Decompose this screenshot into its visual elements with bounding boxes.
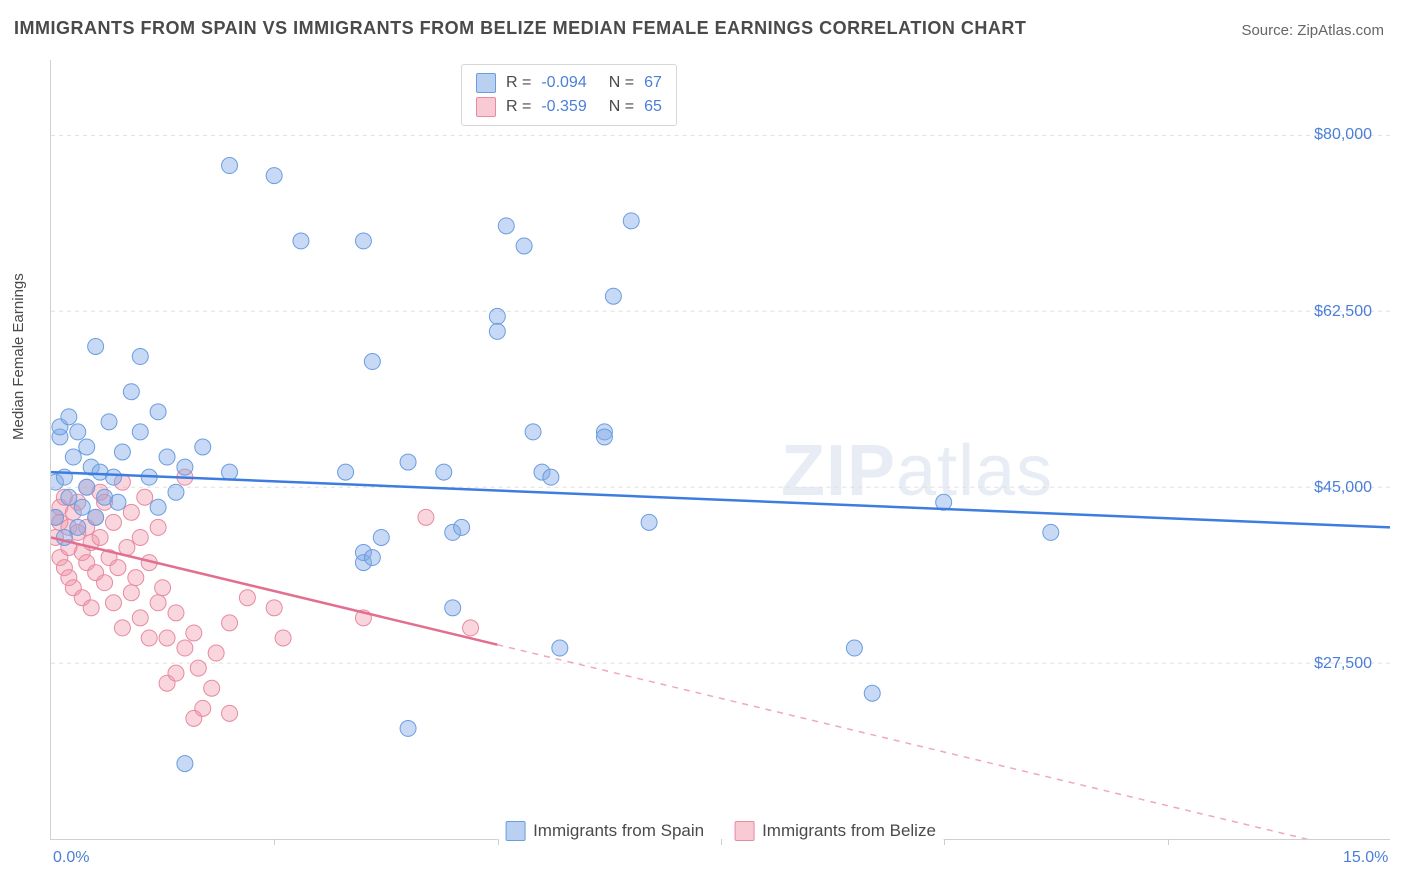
y-tick-label: $62,500: [1314, 303, 1372, 321]
legend-swatch-pink: [476, 97, 496, 117]
r-value: -0.359: [541, 98, 586, 116]
x-tick-mark: [274, 839, 275, 845]
y-tick-label: $45,000: [1314, 479, 1372, 497]
legend-item: Immigrants from Belize: [734, 821, 936, 841]
legend-swatch-blue: [505, 821, 525, 841]
plot-area: ZIPatlas R = -0.094 N = 67 R = -0.359 N = 6…: [50, 60, 1390, 840]
legend-swatch-pink: [734, 821, 754, 841]
chart-svg: [51, 60, 1390, 839]
n-value: 65: [644, 98, 662, 116]
r-value: -0.094: [541, 74, 586, 92]
n-value: 67: [644, 74, 662, 92]
source-label: Source: ZipAtlas.com: [1241, 22, 1384, 39]
correlation-legend-row: R = -0.359 N = 65: [476, 95, 662, 119]
x-tick-mark: [498, 839, 499, 845]
r-label: R =: [506, 98, 531, 116]
x-tick-label: 15.0%: [1343, 849, 1388, 867]
r-label: R =: [506, 74, 531, 92]
x-tick-mark: [721, 839, 722, 845]
n-label: N =: [609, 74, 634, 92]
y-tick-label: $80,000: [1314, 126, 1372, 144]
x-tick-mark: [1168, 839, 1169, 845]
x-tick-mark: [944, 839, 945, 845]
y-tick-label: $27,500: [1314, 655, 1372, 673]
n-label: N =: [609, 98, 634, 116]
y-axis-label: Median Female Earnings: [10, 273, 27, 440]
correlation-legend-row: R = -0.094 N = 67: [476, 71, 662, 95]
legend-label: Immigrants from Spain: [533, 821, 704, 841]
chart-title: IMMIGRANTS FROM SPAIN VS IMMIGRANTS FROM…: [14, 18, 1026, 39]
legend-swatch-blue: [476, 73, 496, 93]
watermark-zip: ZIP: [781, 431, 896, 511]
legend-label: Immigrants from Belize: [762, 821, 936, 841]
watermark: ZIPatlas: [781, 430, 1053, 512]
x-tick-label: 0.0%: [53, 849, 89, 867]
watermark-atlas: atlas: [896, 431, 1053, 511]
correlation-legend: R = -0.094 N = 67 R = -0.359 N = 65: [461, 64, 677, 126]
bottom-legend: Immigrants from Spain Immigrants from Bel…: [497, 821, 944, 841]
legend-item: Immigrants from Spain: [505, 821, 704, 841]
